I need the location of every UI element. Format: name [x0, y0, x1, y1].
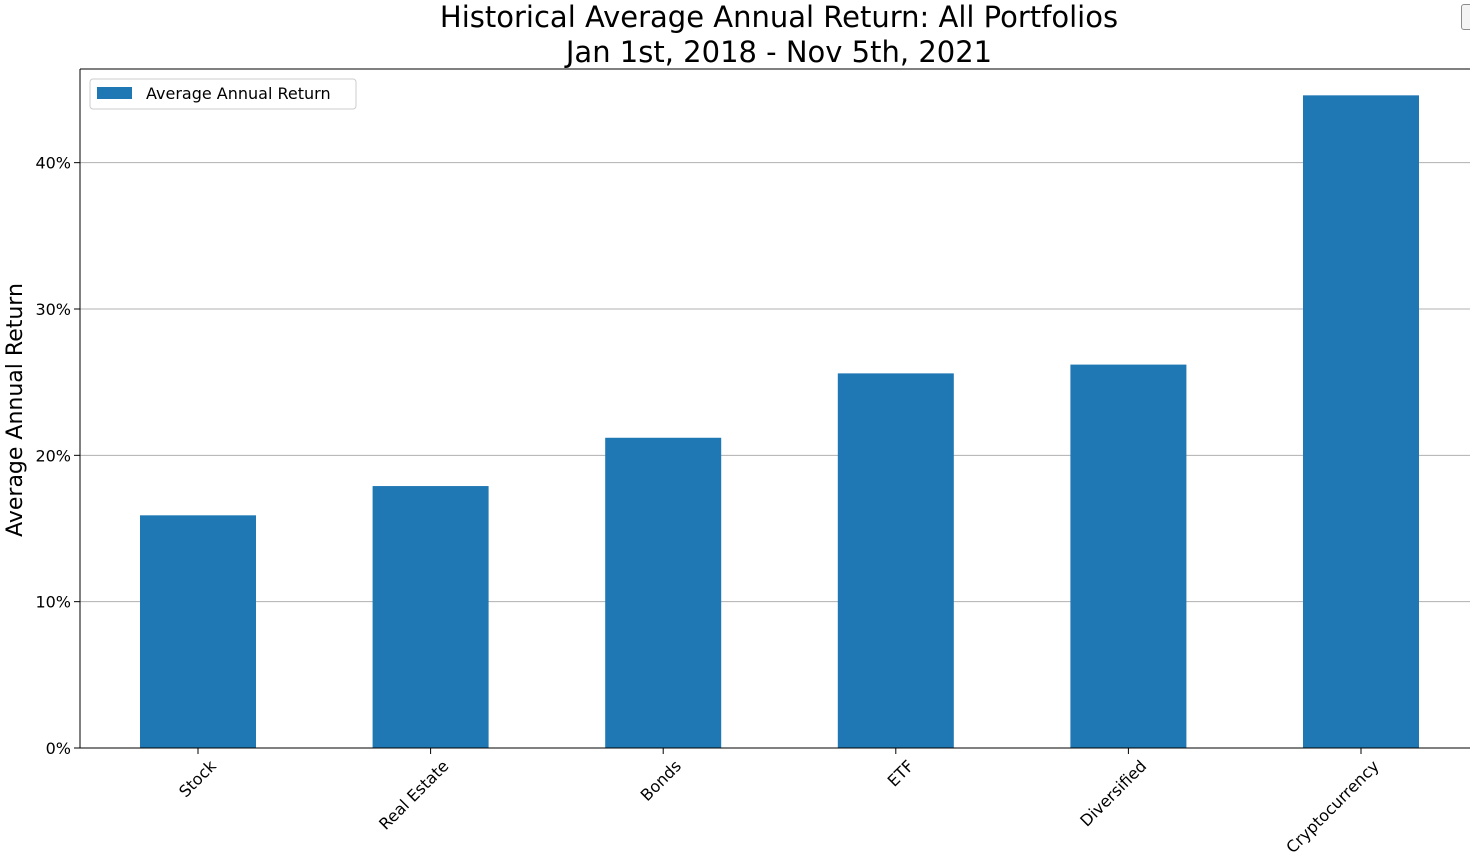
- resize-handle[interactable]: [1461, 4, 1470, 30]
- y-tick-label: 30%: [35, 300, 71, 319]
- y-tick-label: 40%: [35, 154, 71, 173]
- legend: Average Annual Return: [89, 78, 357, 110]
- x-tick-label: Diversified: [1076, 756, 1150, 830]
- bar-real-estate: [372, 486, 489, 748]
- legend-label: Average Annual Return: [146, 84, 331, 103]
- axes: [79, 68, 1470, 749]
- bar-diversified: [1070, 364, 1187, 748]
- legend-swatch: [97, 87, 132, 99]
- x-tick-label: Cryptocurrency: [1282, 756, 1383, 854]
- x-tick-label: Stock: [175, 756, 220, 801]
- bar-stock: [140, 515, 256, 748]
- y-axis-label: Average Annual Return: [3, 283, 28, 537]
- x-tick-label: Bonds: [637, 756, 685, 804]
- gridlines: [80, 162, 1470, 603]
- x-ticks: Stock Real Estate Bonds ETF Diversified Crypt…: [175, 748, 1383, 854]
- legend-frame: [89, 78, 357, 110]
- chart-title: Historical Average Annual Return: All Po…: [440, 0, 1118, 34]
- bar-bonds: [605, 437, 722, 748]
- y-tick-label: 20%: [35, 446, 71, 465]
- bar-cryptocurrency: [1303, 95, 1419, 748]
- x-tick-label: ETF: [884, 756, 918, 790]
- y-ticks: 0% 10% 20% 30% 40%: [35, 154, 80, 758]
- y-tick-label: 10%: [35, 593, 71, 612]
- y-tick-label: 0%: [46, 739, 71, 758]
- bars: [140, 95, 1419, 748]
- chart-subtitle: Jan 1st, 2018 - Nov 5th, 2021: [564, 35, 992, 69]
- x-tick-label: Real Estate: [375, 756, 452, 833]
- bar-etf: [837, 373, 954, 748]
